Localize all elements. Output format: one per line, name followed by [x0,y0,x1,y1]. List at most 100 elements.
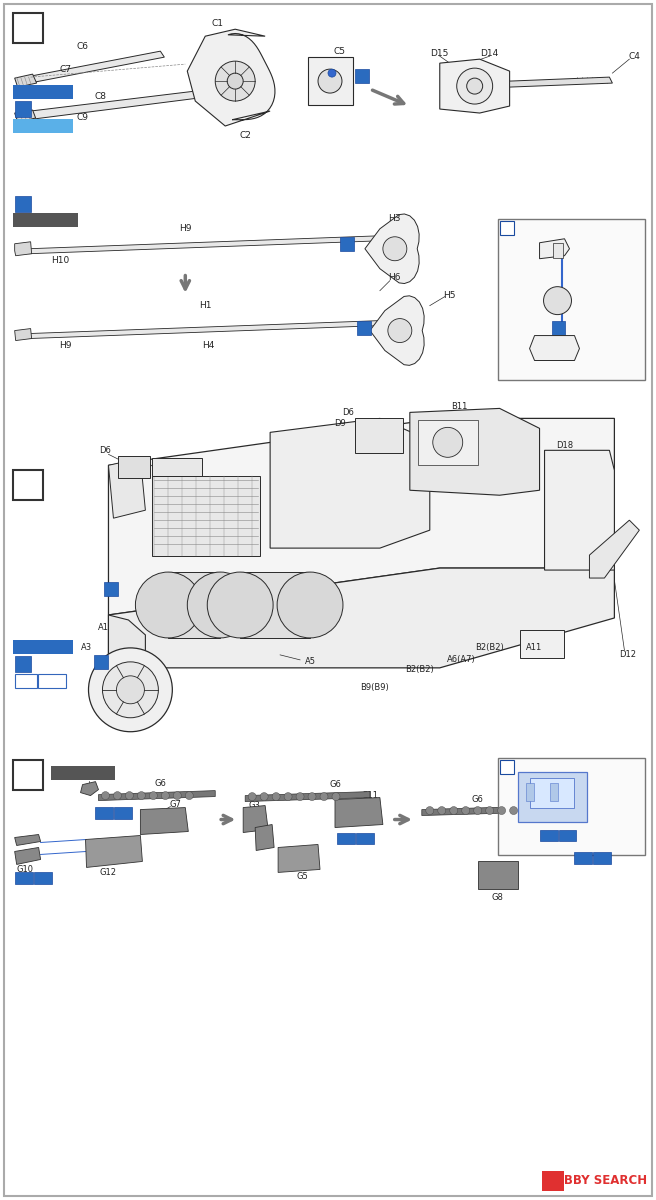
Bar [500,221,514,235]
Text: 28: 28 [359,834,370,842]
Circle shape [433,427,462,457]
Bar [12,212,77,227]
Bar [51,766,115,780]
Text: ↔: ↔ [98,658,105,666]
Circle shape [466,78,483,94]
Bar [152,476,260,556]
Text: A5: A5 [304,658,316,666]
Text: D11: D11 [131,469,148,479]
Bar [575,852,592,864]
Text: G5: G5 [296,872,308,881]
Text: G8: G8 [492,893,504,902]
Text: H3: H3 [388,215,401,223]
Polygon shape [240,572,310,638]
Bar [418,420,478,466]
Circle shape [383,236,407,260]
Bar [340,236,354,251]
Text: D10: D10 [169,463,186,472]
Text: G4: G4 [619,848,631,857]
Circle shape [173,792,181,799]
Polygon shape [370,295,424,365]
Polygon shape [410,408,539,496]
Text: 18: 18 [340,834,351,842]
Circle shape [188,572,253,638]
Polygon shape [14,329,31,341]
Bar [14,101,31,118]
Text: H8: H8 [528,299,541,308]
Text: D12: D12 [619,650,636,659]
Bar [12,470,43,500]
Bar [355,419,403,454]
Circle shape [510,806,518,815]
Circle shape [388,318,412,342]
Bar [478,862,518,889]
Bar [520,630,565,658]
Bar [539,829,558,841]
Polygon shape [590,520,640,578]
Polygon shape [108,568,615,668]
Text: D18: D18 [556,440,573,450]
Polygon shape [270,419,430,548]
Bar [529,778,575,808]
Text: JSU-152: JSU-152 [21,121,64,131]
Polygon shape [108,458,146,518]
Text: B9(B9): B9(B9) [361,683,389,692]
Text: C6: C6 [77,42,89,50]
Circle shape [462,806,470,815]
Bar [12,13,43,43]
Text: JSU-122S: JSU-122S [58,768,108,778]
Circle shape [426,806,434,815]
Polygon shape [243,805,268,833]
Polygon shape [278,845,320,872]
Polygon shape [188,29,275,126]
Bar [14,872,33,884]
Circle shape [113,792,121,799]
Text: G12: G12 [100,868,117,877]
Bar [337,833,355,845]
Bar [14,656,31,672]
Polygon shape [365,214,419,283]
Polygon shape [255,824,274,851]
Circle shape [318,70,342,94]
Text: JSU-122: JSU-122 [21,88,64,97]
Polygon shape [140,808,188,834]
Circle shape [248,792,256,800]
Circle shape [185,792,194,799]
Polygon shape [108,614,146,668]
Bar [152,458,202,476]
Circle shape [320,792,328,800]
Text: ↔: ↔ [19,104,26,114]
Text: C4: C4 [628,52,640,61]
Polygon shape [81,781,98,796]
Text: HOBBY SEARCH: HOBBY SEARCH [544,1175,647,1187]
Circle shape [102,662,158,718]
Bar [14,196,31,212]
Text: H9: H9 [179,224,192,233]
Text: C2: C2 [239,132,251,140]
Circle shape [308,792,316,800]
Text: G11: G11 [361,791,379,800]
Text: D15: D15 [430,49,449,58]
Text: JSU-122: JSU-122 [21,642,64,652]
Circle shape [498,806,506,815]
Text: A6(A7): A6(A7) [447,655,476,665]
Circle shape [438,806,445,815]
Text: C9: C9 [77,113,89,121]
Text: ✦: ✦ [358,72,365,80]
Text: H5: H5 [443,292,456,300]
Text: 18: 18 [543,832,554,840]
Polygon shape [529,336,579,360]
Bar [12,119,73,133]
Text: A1: A1 [98,624,108,632]
Bar [12,85,73,100]
Polygon shape [558,802,596,820]
Bar [12,640,73,654]
Bar [558,829,577,841]
Text: H9: H9 [59,341,72,350]
Bar [357,320,371,335]
Text: 18: 18 [578,854,589,863]
Bar [542,1171,564,1190]
Text: 5: 5 [20,18,35,38]
Text: H1: H1 [199,301,211,310]
Circle shape [207,572,273,638]
